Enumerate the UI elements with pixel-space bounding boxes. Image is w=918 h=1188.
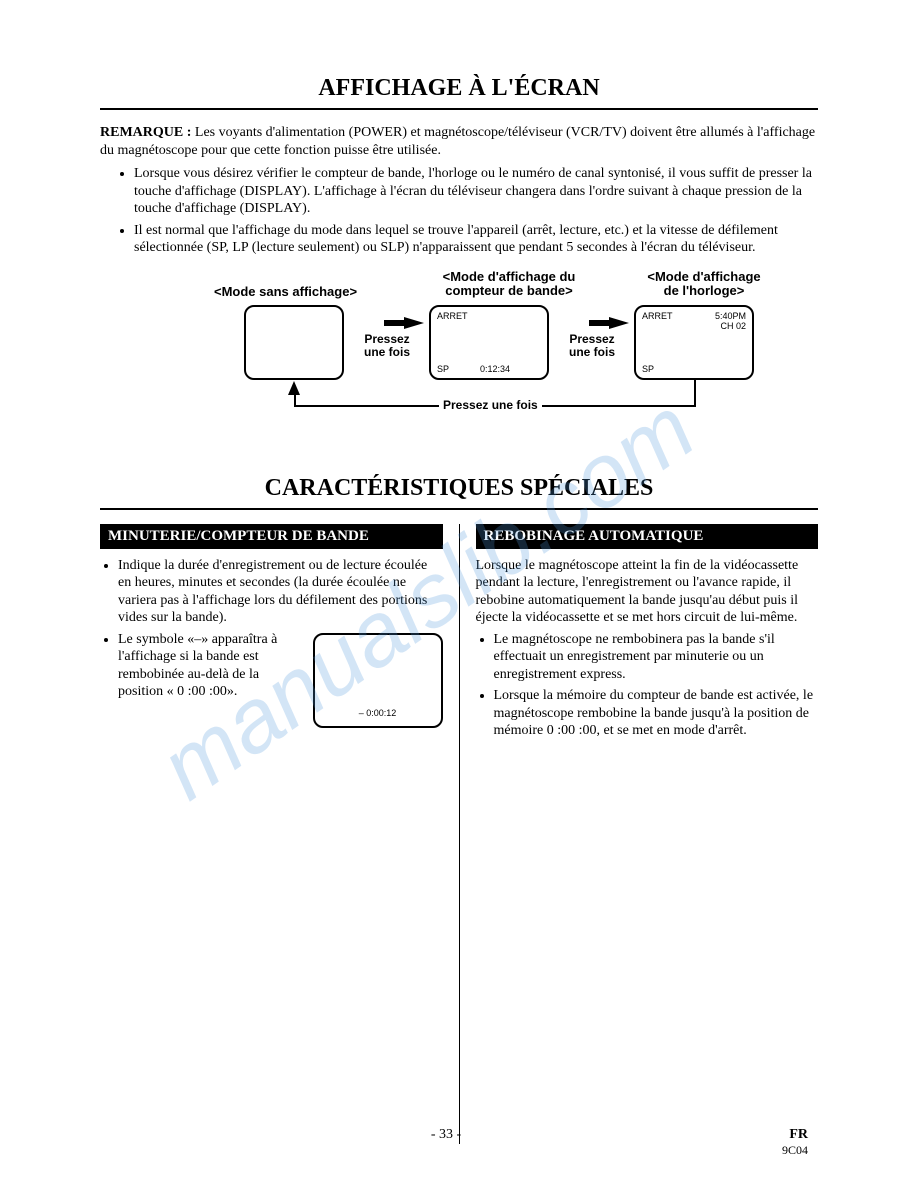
arrow-right-2-icon xyxy=(609,317,629,329)
press-label-1: Pressez une fois xyxy=(364,333,410,359)
mode2-label: <Mode d'affichage du compteur de bande> xyxy=(429,270,589,299)
page-footer: - 33 - FR 9C04 xyxy=(0,1127,918,1158)
screen2-bl: SP xyxy=(437,364,449,374)
page-title-1: AFFICHAGE À L'ÉCRAN xyxy=(100,75,818,102)
remark-label: REMARQUE : xyxy=(100,125,191,140)
col-right-bullets: Le magnétoscope ne rembobinera pas la ba… xyxy=(476,631,819,740)
column-left: MINUTERIE/COMPTEUR DE BANDE Indique la d… xyxy=(100,524,443,1144)
mode3-label-l1: <Mode d'affichage xyxy=(647,269,760,284)
remark-paragraph: REMARQUE : Les voyants d'alimentation (P… xyxy=(100,124,818,159)
return-label: Pressez une fois xyxy=(439,398,542,412)
page-number: - 33 - xyxy=(110,1127,782,1158)
mode2-label-l2: compteur de bande> xyxy=(445,283,573,298)
footer-code: 9C04 xyxy=(782,1143,808,1158)
small-screen-counter: – 0:00:12 xyxy=(313,633,443,728)
return-line-right-v xyxy=(694,380,696,405)
return-line-left-v xyxy=(294,393,296,407)
column-right: REBOBINAGE AUTOMATIQUE Lorsque le magnét… xyxy=(476,524,819,1144)
screen-mode-counter: ARRET SP 0:12:34 xyxy=(429,305,549,380)
top-bullets: Lorsque vous désirez vérifier le compteu… xyxy=(100,165,818,257)
screen3-bl: SP xyxy=(642,364,654,374)
title-rule-1 xyxy=(100,108,818,110)
remark-text: Les voyants d'alimentation (POWER) et ma… xyxy=(100,125,815,158)
col-right-header: REBOBINAGE AUTOMATIQUE xyxy=(476,524,819,549)
two-columns: MINUTERIE/COMPTEUR DE BANDE Indique la d… xyxy=(100,524,818,1144)
press-label-2-l1: Pressez xyxy=(569,332,614,346)
col-right-bullet-1: Le magnétoscope ne rembobinera pas la ba… xyxy=(494,631,819,684)
press-label-2-l2: une fois xyxy=(569,345,615,359)
col-left-bullet-2: – 0:00:12 Le symbole «–» apparaîtra à l'… xyxy=(118,631,443,701)
top-bullet-2: Il est normal que l'affichage du mode da… xyxy=(134,222,818,257)
mode3-label-l2: de l'horloge> xyxy=(664,283,745,298)
footer-right: FR 9C04 xyxy=(782,1127,808,1158)
screen-mode-none xyxy=(244,305,344,380)
page-title-2: CARACTÉRISTIQUES SPÉCIALES xyxy=(100,475,818,502)
col-left-bullets: Indique la durée d'enregistrement ou de … xyxy=(100,557,443,701)
mode3-label: <Mode d'affichage de l'horloge> xyxy=(634,270,774,299)
screen3-tr: 5:40PM xyxy=(715,311,746,321)
col-right-intro: Lorsque le magnétoscope atteint la fin d… xyxy=(476,557,819,627)
col-left-bullet-1: Indique la durée d'enregistrement ou de … xyxy=(118,557,443,627)
mode2-label-l1: <Mode d'affichage du xyxy=(443,269,576,284)
mode1-label: <Mode sans affichage> xyxy=(214,285,357,299)
footer-lang: FR xyxy=(789,1127,808,1142)
display-mode-diagram: <Mode sans affichage> <Mode d'affichage … xyxy=(139,275,779,445)
col-left-header: MINUTERIE/COMPTEUR DE BANDE xyxy=(100,524,443,549)
arrow-up-icon xyxy=(288,381,300,395)
top-bullet-1: Lorsque vous désirez vérifier le compteu… xyxy=(134,165,818,218)
arrow-right-1-icon xyxy=(404,317,424,329)
press-label-1-l1: Pressez xyxy=(364,332,409,346)
col-right-bullet-2: Lorsque la mémoire du compteur de bande … xyxy=(494,687,819,740)
press-label-2: Pressez une fois xyxy=(569,333,615,359)
col-left-bullet-2-text: Le symbole «–» apparaîtra à l'affichage … xyxy=(118,632,277,700)
screen2-bc: 0:12:34 xyxy=(480,364,510,374)
column-divider xyxy=(459,524,460,1144)
screen3-tr2: CH 02 xyxy=(720,321,746,331)
screen3-tl: ARRET xyxy=(642,311,673,331)
title-rule-2 xyxy=(100,508,818,510)
screen2-tl: ARRET xyxy=(437,311,468,321)
small-screen-value: – 0:00:12 xyxy=(315,708,441,719)
screen-mode-clock: ARRET 5:40PM CH 02 SP xyxy=(634,305,754,380)
press-label-1-l2: une fois xyxy=(364,345,410,359)
